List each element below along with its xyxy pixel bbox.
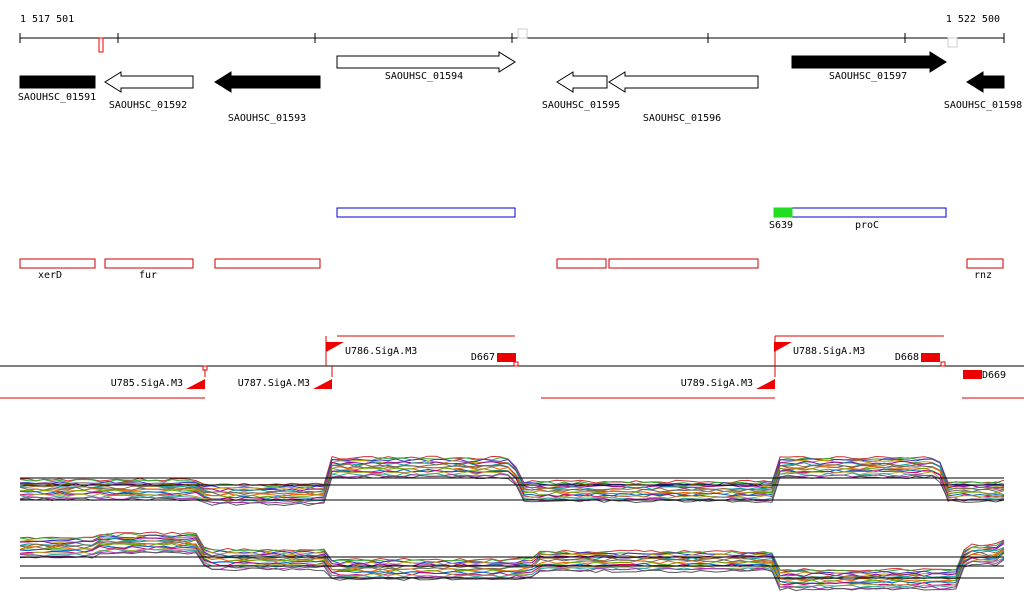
feature-box bbox=[608, 258, 759, 269]
expression-trace bbox=[20, 537, 1005, 577]
feature-box bbox=[966, 258, 1004, 269]
ruler-end: 1 522 500 bbox=[946, 14, 1000, 25]
feature-label: rnz bbox=[974, 270, 992, 281]
expression-trace bbox=[19, 458, 1005, 490]
expression-trace bbox=[19, 535, 1005, 576]
expression-trace bbox=[19, 466, 1005, 497]
gene-label: SAOUHSC_01598 bbox=[944, 100, 1022, 111]
promoter bbox=[326, 342, 344, 352]
promoter-label: U789.SigA.M3 bbox=[681, 378, 753, 389]
promoter bbox=[774, 342, 792, 352]
expression-trace bbox=[19, 542, 1005, 582]
expression-trace bbox=[19, 473, 1005, 505]
terminator bbox=[921, 353, 940, 362]
gene-arrow bbox=[214, 71, 321, 93]
gene-label: SAOUHSC_01597 bbox=[829, 71, 907, 82]
promoter-label: U788.SigA.M3 bbox=[793, 346, 865, 357]
ruler-marker bbox=[517, 28, 528, 39]
gene-label: SAOUHSC_01596 bbox=[643, 113, 721, 124]
feature-box bbox=[773, 207, 793, 218]
gene-label: SAOUHSC_01595 bbox=[542, 100, 620, 111]
gene-arrow bbox=[104, 71, 194, 93]
feature-label: fur bbox=[139, 270, 157, 281]
terminator-label: D667 bbox=[471, 352, 495, 363]
feature-box bbox=[214, 258, 321, 269]
promoter-label: U786.SigA.M3 bbox=[345, 346, 417, 357]
feature-box bbox=[336, 207, 516, 218]
gene-arrow bbox=[336, 51, 516, 73]
expression-trace bbox=[19, 462, 1005, 494]
ruler-ticks bbox=[19, 33, 1005, 43]
gene-label: SAOUHSC_01592 bbox=[109, 100, 187, 111]
feature-box bbox=[556, 258, 607, 269]
gene-arrow bbox=[608, 71, 759, 93]
expression-trace bbox=[19, 545, 1005, 586]
gene-arrow bbox=[966, 71, 1005, 93]
feature-label: proC bbox=[855, 220, 879, 231]
gene-label: SAOUHSC_01593 bbox=[228, 113, 306, 124]
feature-box bbox=[104, 258, 194, 269]
promoter-label: U785.SigA.M3 bbox=[111, 378, 183, 389]
gene-label: SAOUHSC_01591 bbox=[18, 92, 96, 103]
promoter-label: U787.SigA.M3 bbox=[238, 378, 310, 389]
marker bbox=[513, 361, 519, 367]
feature-box bbox=[791, 207, 947, 218]
ruler-marker bbox=[947, 37, 958, 48]
terminator bbox=[497, 353, 516, 362]
terminator-label: D669 bbox=[982, 370, 1006, 381]
promoter bbox=[186, 379, 205, 389]
ruler-marker bbox=[98, 37, 104, 53]
feature-label: S639 bbox=[769, 220, 793, 231]
gene-arrow bbox=[19, 75, 96, 89]
terminator bbox=[963, 370, 982, 379]
marker bbox=[940, 361, 946, 367]
gene-label: SAOUHSC_01594 bbox=[385, 71, 463, 82]
expression-traces bbox=[19, 455, 1005, 592]
expression-trace bbox=[19, 551, 1005, 592]
expression-trace bbox=[19, 539, 1005, 580]
feature-label: xerD bbox=[38, 270, 62, 281]
terminator-label: D668 bbox=[895, 352, 919, 363]
gene-arrow bbox=[791, 51, 947, 73]
promoter bbox=[313, 379, 332, 389]
promoter bbox=[756, 379, 775, 389]
marker bbox=[202, 365, 208, 371]
gene-arrow bbox=[556, 71, 608, 93]
ruler-start: 1 517 501 bbox=[20, 14, 74, 25]
feature-box bbox=[19, 258, 96, 269]
